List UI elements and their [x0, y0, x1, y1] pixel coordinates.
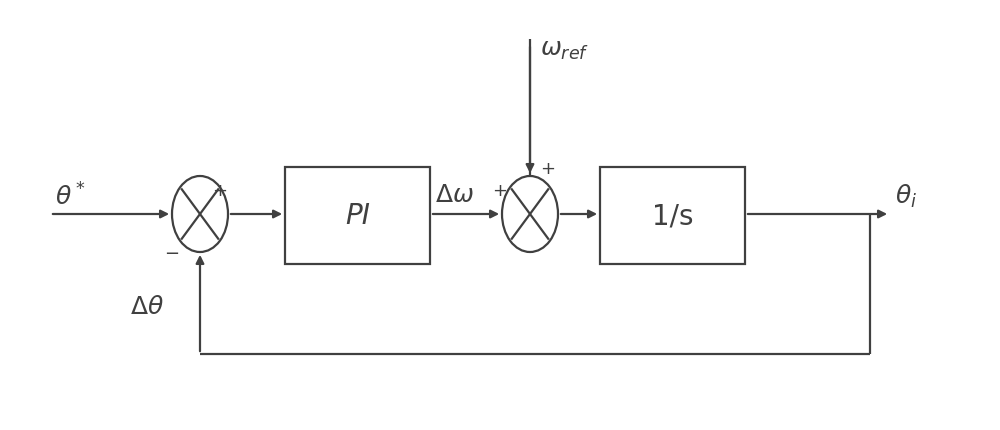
Text: +: + [540, 160, 556, 178]
Text: −: − [164, 244, 180, 262]
Text: 1/s: 1/s [652, 202, 693, 230]
FancyBboxPatch shape [285, 168, 430, 264]
Text: +: + [212, 181, 228, 200]
FancyBboxPatch shape [600, 168, 745, 264]
Text: $\Delta\theta$: $\Delta\theta$ [130, 294, 164, 318]
Text: $\omega_{ref}$: $\omega_{ref}$ [540, 38, 589, 62]
Text: $\theta^*$: $\theta^*$ [55, 183, 86, 210]
Text: $\theta_i$: $\theta_i$ [895, 183, 917, 210]
Text: $\Delta\omega$: $\Delta\omega$ [435, 183, 474, 206]
Text: PI: PI [345, 202, 370, 230]
Text: +: + [492, 181, 508, 200]
